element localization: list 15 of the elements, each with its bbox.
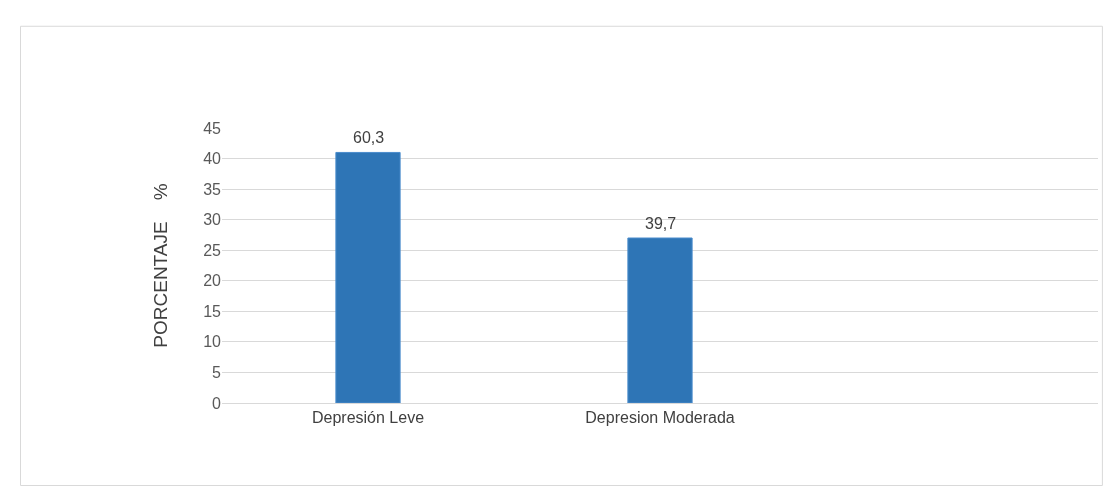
y-axis-title: PORCENTAJE % bbox=[150, 183, 172, 348]
y-tick-label: 15 bbox=[203, 302, 222, 320]
y-tick-label: 25 bbox=[203, 241, 222, 259]
y-tick-label: 30 bbox=[203, 211, 222, 229]
annotation: 39,7 bbox=[645, 215, 677, 232]
y-tick-label: 5 bbox=[212, 364, 222, 382]
x-tick-label: Depresion Moderada bbox=[585, 409, 735, 427]
y-tick-label: 20 bbox=[203, 272, 222, 290]
y-tick-label: 0 bbox=[212, 394, 222, 412]
x-tick-label: Depresión Leve bbox=[311, 409, 425, 427]
y-tick-label: 35 bbox=[203, 180, 222, 198]
y-tick-label: 10 bbox=[203, 333, 222, 351]
y-tick-label: 45 bbox=[203, 119, 222, 137]
annotation: 60,3 bbox=[353, 129, 385, 146]
y-tick-label: 40 bbox=[203, 150, 222, 168]
